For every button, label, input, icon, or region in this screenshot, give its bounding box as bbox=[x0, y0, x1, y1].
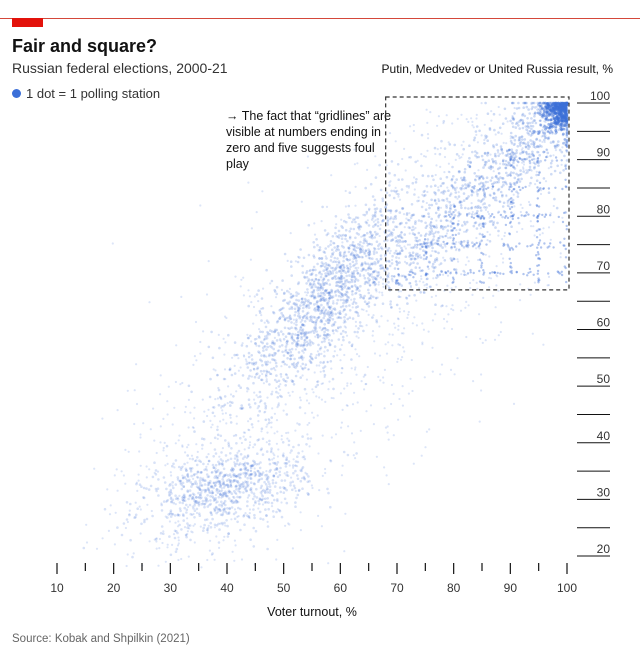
gridlines-annotation: → The fact that “gridlines” are visible … bbox=[226, 109, 392, 171]
y-tick-label-60: 60 bbox=[597, 316, 611, 330]
chart-title: Fair and square? bbox=[12, 36, 158, 56]
brand-tag bbox=[12, 18, 43, 27]
x-tick-label-100: 100 bbox=[557, 581, 577, 595]
y-axis-title: Putin, Medvedev or United Russia result,… bbox=[381, 62, 613, 76]
x-tick-label-20: 20 bbox=[107, 581, 121, 595]
legend: 1 dot = 1 polling station bbox=[12, 86, 160, 101]
x-tick-label-90: 90 bbox=[504, 581, 518, 595]
x-axis-title: Voter turnout, % bbox=[267, 605, 357, 619]
y-tick-label-100: 100 bbox=[590, 89, 610, 103]
highlight-box bbox=[385, 96, 570, 291]
top-rule bbox=[0, 18, 640, 19]
x-tick-label-10: 10 bbox=[50, 581, 64, 595]
y-tick-label-80: 80 bbox=[597, 202, 611, 216]
y-tick-label-50: 50 bbox=[597, 372, 611, 386]
legend-dot-icon bbox=[12, 89, 21, 98]
x-tick-label-80: 80 bbox=[447, 581, 461, 595]
x-tick-label-40: 40 bbox=[220, 581, 234, 595]
x-tick-label-70: 70 bbox=[390, 581, 404, 595]
chart-subtitle: Russian federal elections, 2000-21 bbox=[12, 60, 228, 76]
axes-layer: 10 20 30 40 50 60 70 80 90 100 Voter turnout, % 20 3… bbox=[50, 89, 610, 619]
x-tick-label-50: 50 bbox=[277, 581, 291, 595]
x-tick-label-30: 30 bbox=[164, 581, 178, 595]
y-tick-label-70: 70 bbox=[597, 259, 611, 273]
dots-layer bbox=[82, 101, 569, 569]
x-tick-label-60: 60 bbox=[334, 581, 348, 595]
source-note: Source: Kobak and Shpilkin (2021) bbox=[12, 633, 190, 645]
legend-label: 1 dot = 1 polling station bbox=[26, 86, 161, 101]
y-tick-label-90: 90 bbox=[597, 146, 611, 160]
y-tick-label-20: 20 bbox=[597, 542, 611, 556]
y-tick-label-40: 40 bbox=[597, 429, 611, 443]
y-tick-label-30: 30 bbox=[597, 485, 611, 499]
